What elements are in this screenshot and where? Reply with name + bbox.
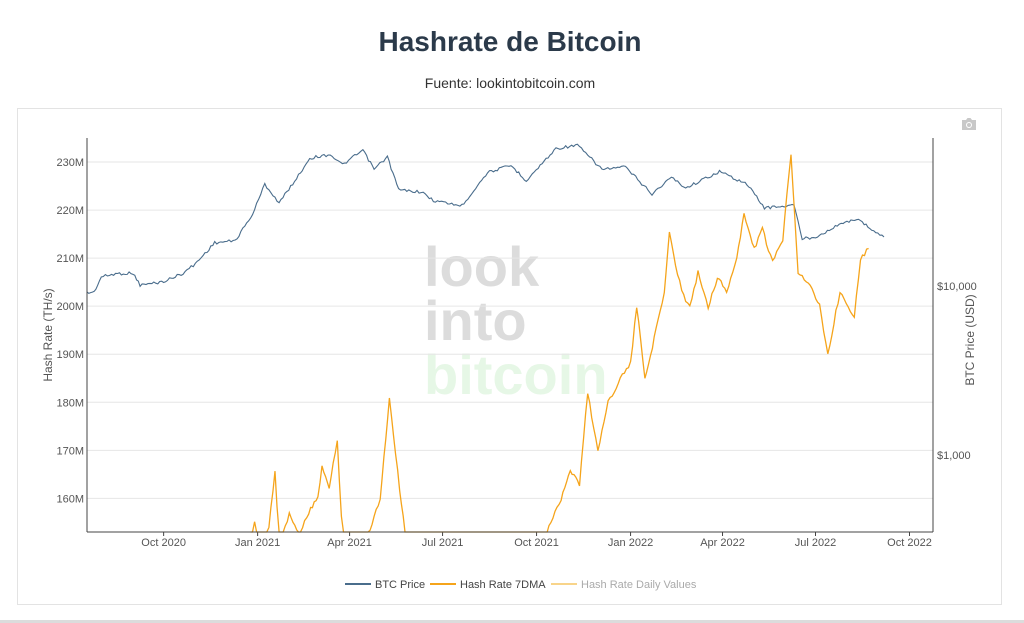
x-tick-label: Oct 2022: [887, 537, 932, 549]
y-tick-label: 200M: [56, 301, 84, 313]
y2-tick-label: $10,000: [937, 281, 977, 293]
x-tick-label: Jul 2022: [795, 537, 837, 549]
x-tick-label: Jul 2021: [422, 537, 464, 549]
watermark-line-1: look: [424, 235, 540, 298]
watermark-line-3: bitcoin: [424, 343, 608, 406]
page-bottom-divider: [0, 620, 1024, 623]
chart-title: Hashrate de Bitcoin: [378, 26, 642, 57]
chart-subtitle: Fuente: lookintobitcoin.com: [424, 75, 596, 91]
y-tick-label: 230M: [56, 157, 84, 169]
y-tick-label: 190M: [56, 349, 84, 361]
y-tick-label: 210M: [56, 253, 84, 265]
legend-item[interactable]: Hash Rate 7DMA: [430, 579, 546, 591]
x-tick-label: Jan 2022: [608, 537, 653, 549]
legend[interactable]: BTC Price Hash Rate 7DMA Hash Rate Daily V…: [345, 579, 697, 591]
x-tick-label: Apr 2022: [700, 537, 745, 549]
x-tick-label: Jan 2021: [235, 537, 280, 549]
y-tick-label: 220M: [56, 205, 84, 217]
y-axis-ticks: 160M 170M 180M 190M 200M 210M 220M 230M: [56, 157, 84, 505]
y-tick-label: 160M: [56, 493, 84, 505]
y2-axis-ticks: $1,000 $10,000: [937, 281, 977, 462]
chart-panel: [17, 108, 1002, 605]
legend-label: BTC Price: [375, 579, 425, 591]
y2-tick-label: $1,000: [937, 450, 971, 462]
y-tick-label: 180M: [56, 397, 84, 409]
camera-icon[interactable]: [961, 117, 977, 131]
y2-axis-label: BTC Price (USD): [963, 294, 977, 385]
watermark: look into bitcoin: [424, 235, 608, 406]
btc-price-line[interactable]: [86, 143, 885, 295]
legend-item[interactable]: BTC Price: [345, 579, 425, 591]
watermark-line-2: into: [424, 289, 527, 352]
legend-item[interactable]: Hash Rate Daily Values: [551, 579, 697, 591]
x-tick-label: Apr 2021: [327, 537, 372, 549]
y-tick-label: 170M: [56, 445, 84, 457]
x-tick-label: Oct 2020: [141, 537, 186, 549]
y-axis-label: Hash Rate (TH/s): [41, 288, 55, 381]
x-tick-label: Oct 2021: [514, 537, 559, 549]
legend-label: Hash Rate Daily Values: [581, 579, 697, 591]
x-axis-ticks: Oct 2020 Jan 2021 Apr 2021 Jul 2021 Oct 2021…: [141, 532, 932, 549]
legend-label: Hash Rate 7DMA: [460, 579, 546, 591]
